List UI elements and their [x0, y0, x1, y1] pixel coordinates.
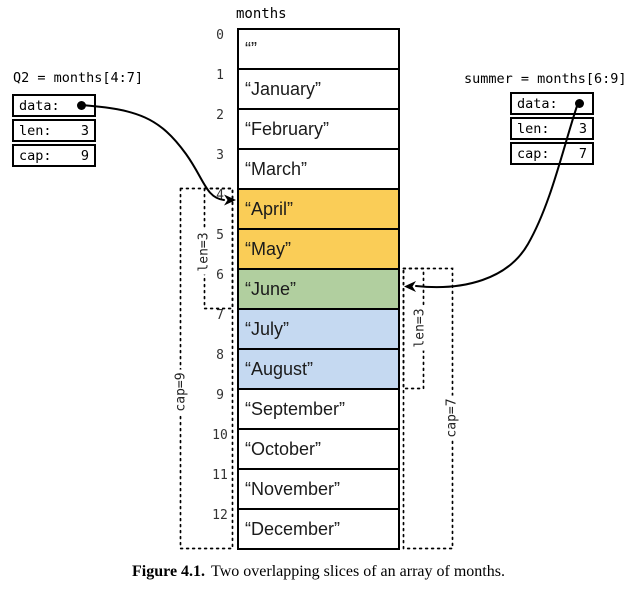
q2-slice-title: Q2 = months[4:7] — [13, 70, 144, 86]
index-label: 12 — [212, 508, 228, 523]
field-label: len: — [517, 120, 550, 137]
index-label: 11 — [212, 468, 228, 483]
months-array: 0 “” 1 “January” 2 “February” 3 “March” … — [203, 28, 400, 550]
summer-slice-header: data: len: 3 cap: 7 — [510, 92, 594, 165]
index-label: 0 — [216, 28, 224, 43]
q2-data-field: data: — [12, 94, 96, 117]
q2-len-bracket-label: len=3 — [195, 229, 213, 275]
field-label: data: — [19, 97, 60, 114]
array-row: 11 “November” — [203, 468, 400, 510]
summer-data-field: data: — [510, 92, 594, 115]
array-row: 9 “September” — [203, 388, 400, 430]
summer-arrowhead-icon — [404, 281, 416, 292]
array-cell: “November” — [237, 468, 400, 510]
index-label: 9 — [216, 388, 224, 403]
array-row: 8 “August” — [203, 348, 400, 390]
array-cell: “March” — [237, 148, 400, 190]
field-label: len: — [19, 122, 52, 139]
array-row: 1 “January” — [203, 68, 400, 110]
array-cell: “September” — [237, 388, 400, 430]
array-cell: “October” — [237, 428, 400, 470]
summer-cap-bracket-label: cap=7 — [443, 395, 461, 441]
index-label: 8 — [216, 348, 224, 363]
array-row: 7 “July” — [203, 308, 400, 350]
field-value: 7 — [578, 145, 587, 162]
array-row: 0 “” — [203, 28, 400, 70]
summer-cap-field: cap: 7 — [510, 142, 594, 165]
array-cell-slice-start-q2: “April” — [237, 188, 400, 230]
index-label: 10 — [212, 428, 228, 443]
q2-len-field: len: 3 — [12, 119, 96, 142]
array-row: 6 “June” — [203, 268, 400, 310]
caption-text: Two overlapping slices of an array of mo… — [211, 563, 505, 580]
index-label: 4 — [216, 188, 224, 203]
field-value: 3 — [578, 120, 587, 137]
array-cell: “December” — [237, 508, 400, 550]
pointer-dot-icon — [77, 101, 86, 110]
array-cell: “August” — [237, 348, 400, 390]
summer-slice-title: summer = months[6:9] — [464, 71, 627, 87]
q2-cap-bracket-label: cap=9 — [172, 369, 190, 415]
array-cell-slice-start-summer: “June” — [237, 268, 400, 310]
field-value: 9 — [80, 147, 89, 164]
index-label: 7 — [216, 308, 224, 323]
summer-len-field: len: 3 — [510, 117, 594, 140]
array-cell: “” — [237, 28, 400, 70]
array-cell: “February” — [237, 108, 400, 150]
index-label: 2 — [216, 108, 224, 123]
summer-len-bracket-label: len=3 — [411, 305, 429, 351]
field-value: 3 — [80, 122, 89, 139]
array-row: 12 “December” — [203, 508, 400, 550]
array-row: 4 “April” — [203, 188, 400, 230]
array-cell: “July” — [237, 308, 400, 350]
index-label: 3 — [216, 148, 224, 163]
q2-cap-field: cap: 9 — [12, 144, 96, 167]
array-cell: “May” — [237, 228, 400, 270]
figure-caption: Figure 4.1. Two overlapping slices of an … — [0, 563, 637, 581]
field-label: cap: — [19, 147, 52, 164]
caption-figure-number: Figure 4.1. — [132, 563, 206, 580]
field-label: cap: — [517, 145, 550, 162]
array-title: months — [236, 6, 287, 22]
array-row: 5 “May” — [203, 228, 400, 270]
array-cell: “January” — [237, 68, 400, 110]
pointer-dot-icon — [575, 99, 584, 108]
field-label: data: — [517, 95, 558, 112]
array-row: 3 “March” — [203, 148, 400, 190]
q2-slice-header: data: len: 3 cap: 9 — [12, 94, 96, 167]
index-label: 1 — [216, 68, 224, 83]
array-row: 2 “February” — [203, 108, 400, 150]
array-row: 10 “October” — [203, 428, 400, 470]
